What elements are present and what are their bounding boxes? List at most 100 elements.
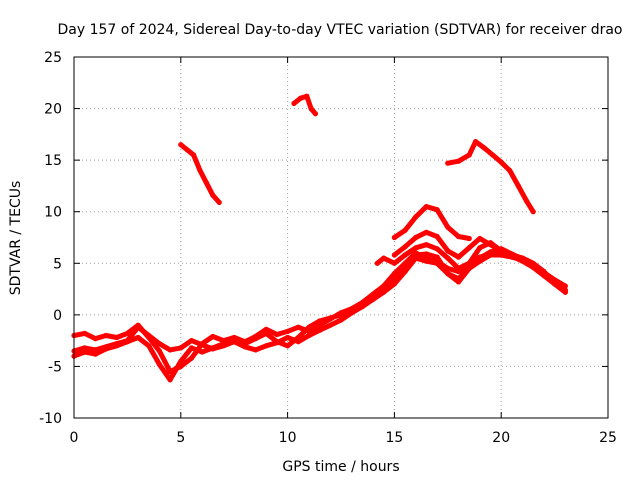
data-point-arc-low-c-3 (103, 346, 109, 352)
data-point-arc-low-b-1 (82, 330, 88, 336)
data-point-arc-short-b-3 (308, 106, 314, 112)
data-point-arc-low-c-4 (114, 343, 120, 349)
data-point-arc-high-a-3 (423, 204, 429, 210)
data-point-arc-low-b-7 (146, 334, 152, 341)
data-point-arc-low-a-17 (253, 347, 259, 353)
data-point-arc-mid-b-0 (391, 252, 397, 258)
data-point-arc-mid-b-16 (562, 287, 568, 293)
data-point-arc-low-c-24 (327, 315, 333, 321)
data-point-arc-low-a-18 (263, 343, 269, 349)
data-point-arc-mid-b-3 (423, 229, 429, 235)
data-point-arc-high-a-2 (413, 214, 419, 220)
data-point-arc-low-b-12 (199, 341, 205, 347)
data-point-arc-mid-b-6 (455, 254, 462, 260)
y-tick-label: 15 (44, 153, 62, 169)
data-point-arc-short-b-4 (312, 111, 318, 117)
data-point-arc-low-c-39 (487, 249, 494, 255)
series-layer (71, 93, 568, 383)
data-point-arc-low-c-2 (92, 351, 98, 357)
data-point-arc-low-b-21 (295, 324, 301, 330)
data-point-arc-low-a-9 (167, 347, 173, 353)
data-point-arc-short-b-0 (291, 100, 297, 106)
data-point-arc-low-c-14 (220, 341, 227, 347)
data-point-arc-mid-b-14 (541, 271, 547, 277)
data-point-arc-low-c-35 (445, 271, 451, 277)
data-point-arc-low-a-8 (156, 341, 162, 347)
data-point-arc-mid-b-8 (477, 235, 483, 242)
data-point-arc-low-c-28 (370, 293, 376, 299)
data-point-arc-high-a-6 (455, 233, 462, 240)
data-point-arc-low-c-16 (242, 341, 248, 347)
data-point-arc-high-a-7 (466, 235, 472, 242)
data-point-arc-mid-b-2 (413, 234, 419, 241)
data-point-arc-low-b-11 (188, 355, 195, 361)
y-tick-label: 20 (44, 102, 62, 118)
data-point-arc-short-a-5 (210, 192, 216, 198)
data-point-arc-low-b-8 (156, 348, 162, 354)
data-point-arc-short-c-1 (455, 158, 462, 164)
data-point-arc-low-b-20 (285, 328, 291, 334)
data-point-arc-short-c-10 (530, 209, 536, 215)
y-tick-label: -10 (39, 411, 62, 427)
data-point-arc-low-c-9 (167, 377, 173, 383)
data-point-arc-mid-a-4 (413, 245, 419, 251)
data-point-arc-low-c-33 (423, 251, 429, 257)
data-point-arc-mid-a-0 (374, 260, 380, 266)
data-point-arc-low-c-20 (285, 343, 291, 349)
data-point-arc-short-a-3 (197, 167, 203, 174)
data-point-arc-low-c-13 (210, 345, 216, 351)
data-point-arc-low-b-18 (263, 326, 269, 332)
data-point-arc-low-c-10 (178, 358, 184, 364)
tick-layer: 0 5 10 15 20 25 -10 -5 0 5 10 15 20 25 (39, 50, 617, 446)
data-point-arc-low-b-2 (92, 336, 98, 342)
data-point-arc-high-a-0 (391, 234, 397, 241)
x-tick-label: 15 (385, 430, 403, 446)
data-point-arc-low-c-8 (156, 361, 162, 367)
y-tick-label: 5 (53, 256, 62, 272)
data-point-arc-low-a-20 (285, 334, 291, 341)
data-point-arc-low-c-22 (306, 324, 312, 330)
data-point-arc-low-c-6 (135, 334, 141, 341)
data-point-arc-mid-b-12 (520, 255, 526, 261)
data-point-arc-mid-b-4 (434, 233, 440, 240)
data-point-arc-short-a-4 (203, 180, 209, 186)
data-point-arc-low-b-4 (114, 334, 120, 341)
x-tick-label: 5 (176, 430, 185, 446)
data-point-arc-mid-b-10 (498, 248, 504, 254)
chart-title: Day 157 of 2024, Sidereal Day-to-day VTE… (57, 22, 622, 38)
data-point-arc-short-c-9 (524, 198, 530, 204)
data-point-arc-mid-a-2 (391, 260, 397, 266)
data-point-arc-low-a-1 (82, 345, 88, 351)
data-point-arc-low-c-17 (253, 336, 259, 342)
data-point-arc-mid-a-3 (402, 252, 408, 258)
data-point-arc-short-a-6 (216, 199, 222, 205)
y-tick-label: 0 (53, 308, 62, 324)
data-point-arc-low-c-38 (477, 255, 483, 261)
data-point-arc-low-c-11 (188, 345, 195, 351)
data-point-arc-short-a-0 (178, 142, 184, 148)
data-point-arc-high-a-5 (445, 224, 451, 230)
data-point-arc-low-c-5 (124, 339, 130, 345)
data-point-arc-short-c-5 (490, 152, 496, 158)
data-point-arc-short-c-2 (466, 152, 472, 158)
data-point-arc-mid-a-1 (381, 255, 387, 261)
data-point-arc-low-a-11 (188, 338, 195, 344)
data-point-arc-low-c-32 (413, 252, 419, 258)
data-point-arc-short-b-2 (304, 93, 310, 99)
plot-frame (73, 56, 609, 419)
data-point-arc-low-b-5 (124, 330, 130, 336)
data-point-arc-short-c-0 (445, 160, 451, 166)
data-point-arc-low-c-18 (263, 330, 269, 336)
y-tick-label: 10 (44, 205, 62, 221)
x-tick-label: 25 (599, 430, 617, 446)
data-point-arc-low-c-7 (146, 343, 152, 349)
data-point-arc-low-c-29 (381, 285, 387, 291)
data-point-arc-low-b-19 (274, 331, 280, 338)
data-point-arc-mid-a-8 (455, 265, 462, 271)
data-point-arc-mid-b-15 (552, 279, 558, 285)
y-tick-label: -5 (48, 359, 62, 375)
data-point-arc-short-a-1 (184, 147, 190, 153)
